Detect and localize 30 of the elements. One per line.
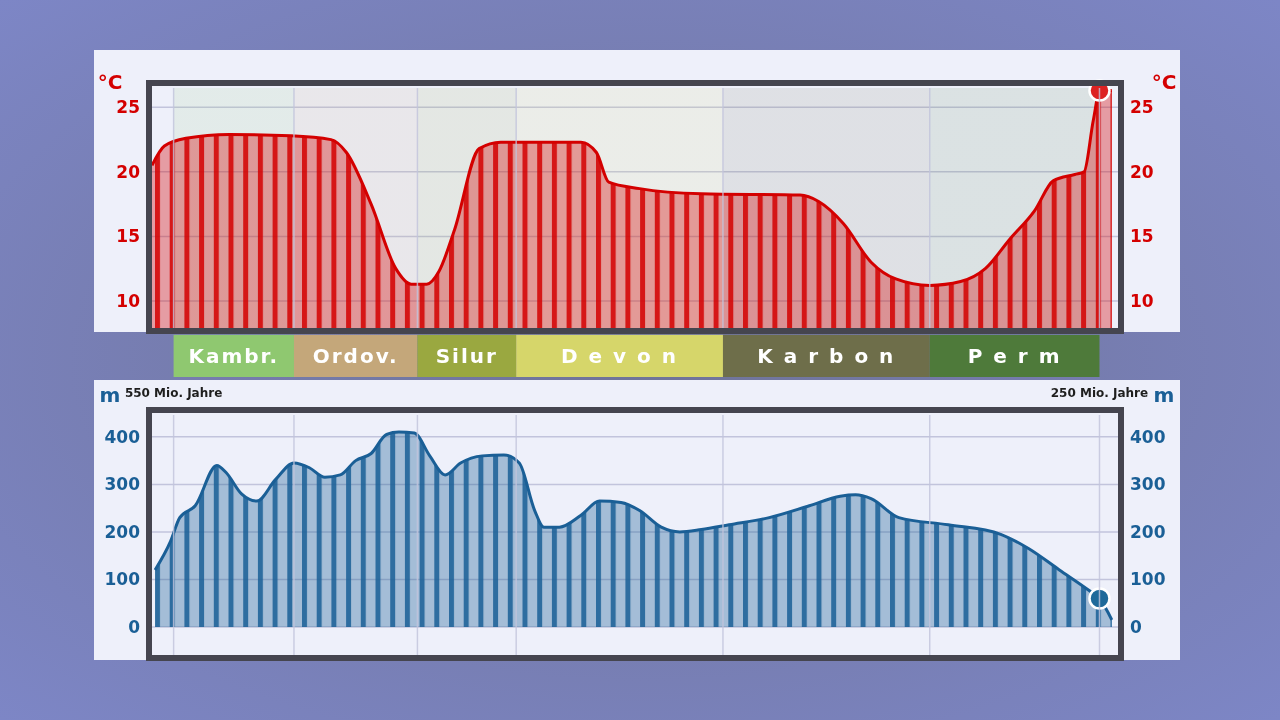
x-tick-label: 250 Mio. Jahre: [1050, 386, 1149, 401]
y2-axis-title: m: [1153, 383, 1175, 407]
band-label: D e v o n: [561, 344, 679, 368]
y-tick-label: 20: [116, 161, 141, 182]
y-tick-label: 25: [116, 97, 140, 118]
y-tick-label: 0: [128, 616, 141, 637]
y2-tick-label: 300: [1130, 474, 1166, 495]
y-tick-label: 300: [104, 474, 141, 495]
y2-tick-label: 10: [1130, 290, 1154, 311]
y2-tick-label: 200: [1130, 521, 1166, 542]
y2-tick-label: 15: [1130, 226, 1154, 247]
band-label: P e r m: [967, 344, 1062, 368]
y-tick-label: 100: [104, 569, 141, 590]
band-label: Silur: [435, 344, 498, 368]
y2-tick-label: 100: [1130, 569, 1166, 590]
y2-tick-label: 25: [1130, 97, 1154, 118]
y2-tick-label: 0: [1130, 616, 1142, 637]
y-axis-title: m: [99, 383, 121, 407]
band-label: Ordov.: [312, 344, 399, 368]
band-label: Kambr.: [188, 344, 280, 368]
y-tick-label: 15: [116, 226, 140, 247]
y-axis-title: °C: [97, 70, 123, 94]
y2-axis-title: °C: [1151, 70, 1177, 94]
y2-tick-label: 20: [1130, 161, 1154, 182]
y-tick-label: 200: [104, 521, 141, 542]
y2-tick-label: 400: [1130, 426, 1166, 447]
band-label: K a r b o n: [757, 344, 896, 368]
y-tick-label: 400: [104, 426, 141, 447]
x-tick-label: 550 Mio. Jahre: [124, 386, 223, 401]
y-tick-label: 10: [116, 290, 141, 311]
